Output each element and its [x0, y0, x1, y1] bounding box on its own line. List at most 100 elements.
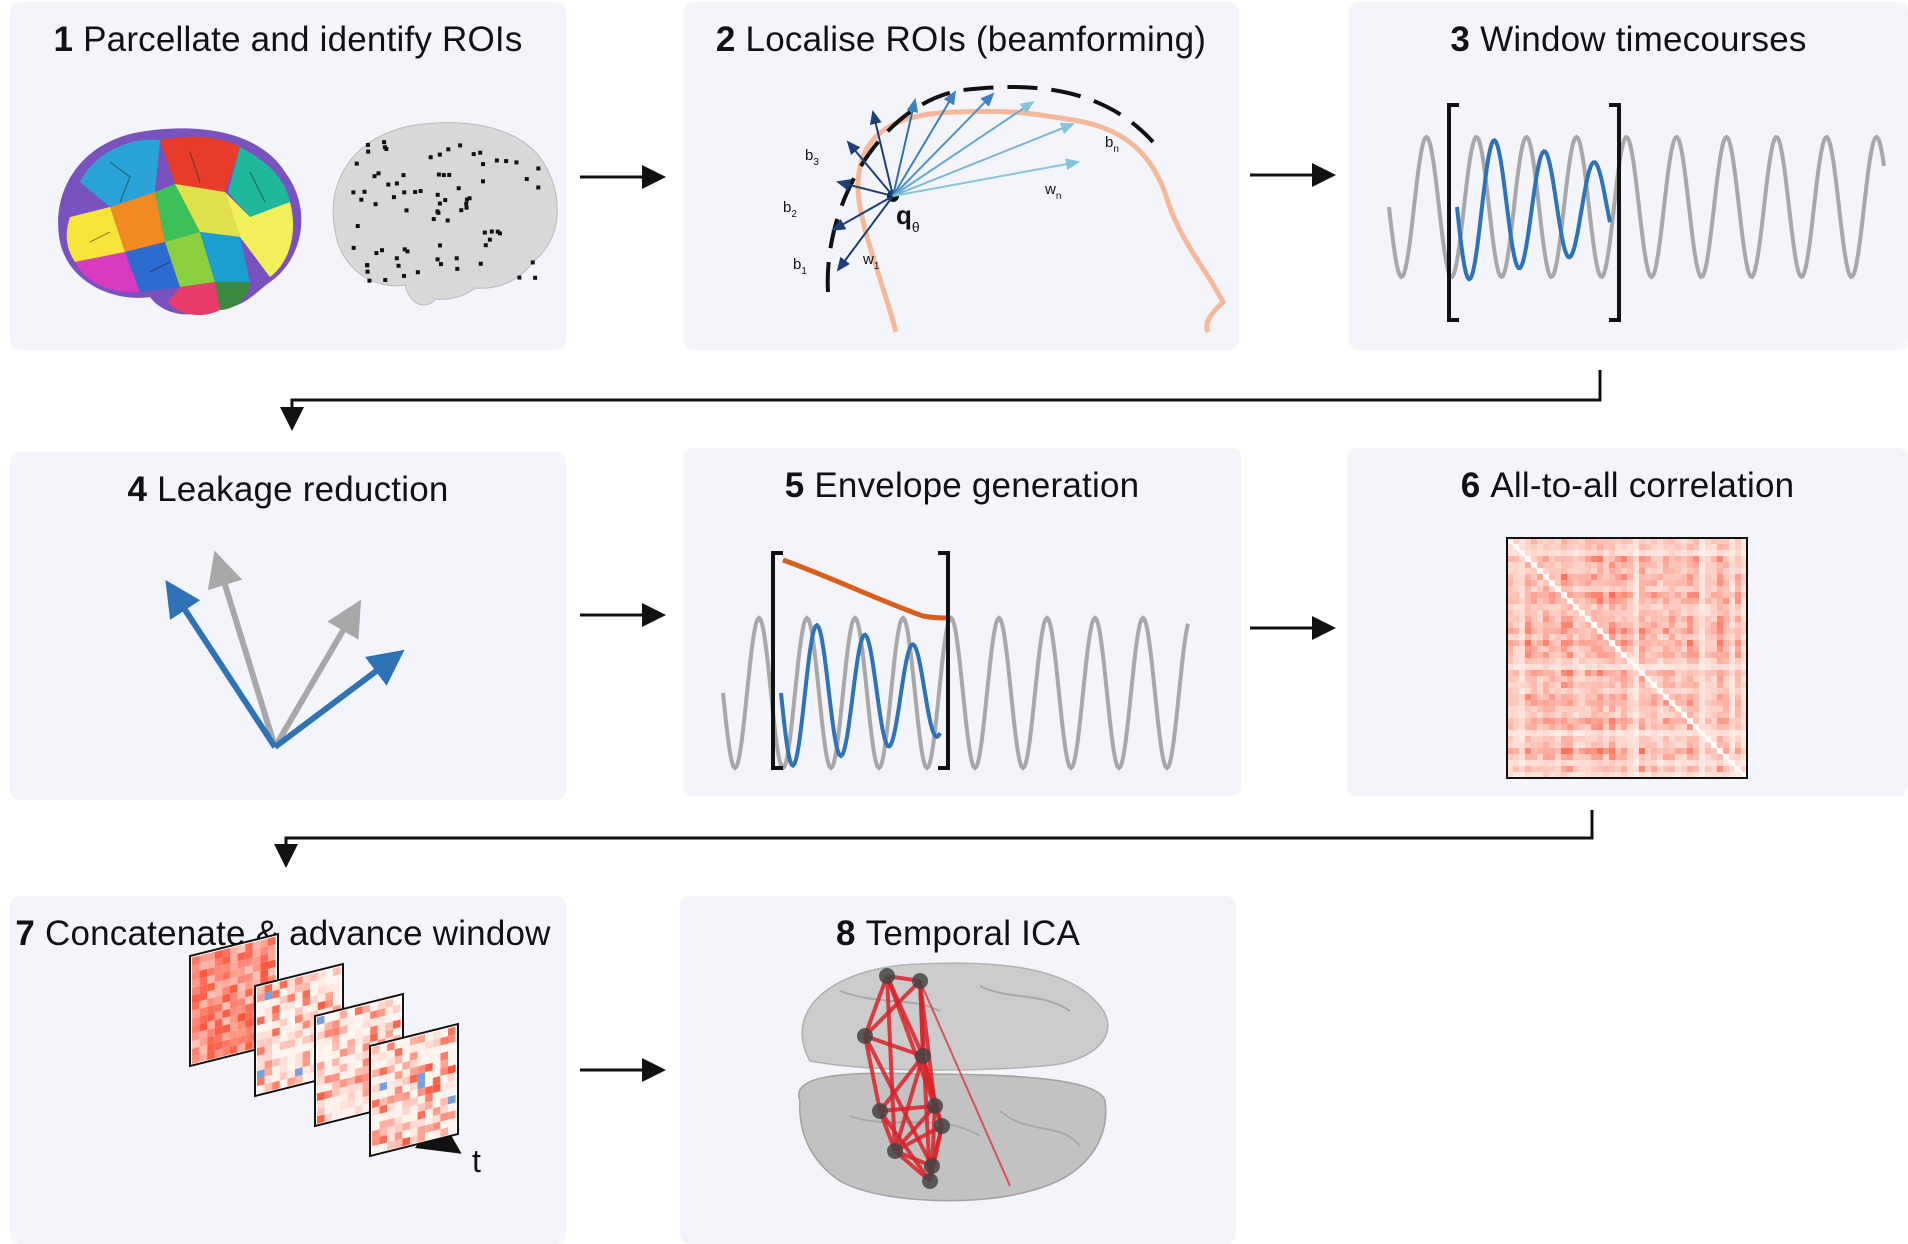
matrix-cell — [1735, 694, 1741, 700]
matrix-cell — [1729, 700, 1735, 706]
matrix-cell — [1591, 574, 1597, 580]
matrix-cell — [1657, 718, 1663, 724]
matrix-cell — [1627, 760, 1633, 766]
matrix-cell — [1525, 634, 1531, 640]
roi-dot — [359, 197, 364, 202]
matrix-cell — [1585, 742, 1591, 748]
matrix-cell — [1657, 742, 1663, 748]
matrix-cell — [1603, 688, 1609, 694]
roi-dot — [376, 171, 381, 176]
matrix-cell — [1543, 676, 1549, 682]
matrix-cell — [1507, 748, 1513, 754]
matrix-cell — [1591, 718, 1597, 724]
matrix-cell — [1669, 556, 1675, 562]
label-b1: b1 — [793, 256, 807, 277]
matrix-cell — [1669, 760, 1675, 766]
matrix-cell — [1681, 754, 1687, 760]
matrix-cell — [1615, 598, 1621, 604]
matrix-cell — [1675, 748, 1681, 754]
matrix-cell — [1657, 748, 1663, 754]
matrix-cell — [1531, 652, 1537, 658]
matrix-cell — [1615, 682, 1621, 688]
matrix-cell — [1645, 622, 1651, 628]
matrix-cell — [1687, 736, 1693, 742]
matrix-cell — [1525, 766, 1531, 772]
matrix-cell — [1507, 610, 1513, 616]
matrix-cell — [1513, 694, 1519, 700]
matrix-cell — [1525, 718, 1531, 724]
roi-dot — [415, 270, 420, 275]
matrix-cell — [1543, 760, 1549, 766]
matrix-cell — [1729, 772, 1735, 778]
matrix-cell — [1645, 616, 1651, 622]
matrix-cell — [1693, 562, 1699, 568]
matrix-cell — [1513, 706, 1519, 712]
matrix-cell — [1735, 736, 1741, 742]
matrix-cell — [1597, 670, 1603, 676]
matrix-cell — [1657, 574, 1663, 580]
matrix-cell — [1567, 748, 1573, 754]
matrix-cell — [1711, 538, 1717, 544]
matrix-cell — [1513, 628, 1519, 634]
matrix-cell — [1705, 622, 1711, 628]
matrix-cell — [1735, 730, 1741, 736]
matrix-cell — [1597, 646, 1603, 652]
matrix-cell — [1711, 562, 1717, 568]
roi-dot — [396, 263, 401, 268]
matrix-cell — [1729, 730, 1735, 736]
matrix-cell — [1717, 550, 1723, 556]
matrix-cell — [1699, 538, 1705, 544]
matrix-cell — [1633, 634, 1639, 640]
matrix-cell — [1519, 646, 1525, 652]
matrix-cell — [1549, 712, 1555, 718]
matrix-cell — [1723, 718, 1729, 724]
panel-title: 2 Localise ROIs (beamforming) — [683, 20, 1239, 60]
matrix-cell — [1591, 754, 1597, 760]
matrix-cell — [1507, 550, 1513, 556]
matrix-cell — [1549, 574, 1555, 580]
matrix-cell — [1579, 592, 1585, 598]
matrix-cell — [1741, 694, 1747, 700]
vector-blue-2 — [273, 649, 405, 750]
matrix-cell — [1525, 670, 1531, 676]
matrix-cell — [1669, 754, 1675, 760]
panel-window: 3 Window timecourses — [1349, 2, 1908, 350]
matrix-cell — [1561, 628, 1567, 634]
matrix-cell — [1627, 592, 1633, 598]
matrix-cell — [1579, 646, 1585, 652]
matrix-cell — [1615, 772, 1621, 778]
matrix-cell — [1615, 766, 1621, 772]
matrix-cell — [1699, 628, 1705, 634]
matrix-cell — [1609, 634, 1615, 640]
matrix-cell — [1663, 760, 1669, 766]
matrix-cell — [1681, 622, 1687, 628]
matrix-cell — [1555, 736, 1561, 742]
matrix-cell — [1621, 676, 1627, 682]
matrix-cell — [1603, 628, 1609, 634]
matrix-cell — [1735, 646, 1741, 652]
matrix-cell — [1651, 652, 1657, 658]
matrix-cell — [1537, 610, 1543, 616]
matrix-cell — [1549, 634, 1555, 640]
matrix-cell — [1609, 556, 1615, 562]
matrix-cell — [1603, 676, 1609, 682]
matrix-cell — [1531, 586, 1537, 592]
matrix-cell — [1723, 628, 1729, 634]
matrix-cell — [1699, 724, 1705, 730]
matrix-cell — [1627, 682, 1633, 688]
matrix-cell — [1609, 706, 1615, 712]
matrix-cell — [1591, 766, 1597, 772]
matrix-cell — [1723, 592, 1729, 598]
matrix-cell — [1561, 772, 1567, 778]
matrix-cell — [1543, 766, 1549, 772]
matrix-cell — [1705, 718, 1711, 724]
matrix-cell — [1633, 592, 1639, 598]
matrix-cell — [1693, 604, 1699, 610]
matrix-cell — [1705, 652, 1711, 658]
matrix-cell — [1645, 682, 1651, 688]
head-outline — [855, 108, 1227, 334]
matrix-cell — [1711, 574, 1717, 580]
roi-dot — [431, 217, 436, 222]
panel-leakage: 4 Leakage reduction — [10, 452, 566, 800]
matrix-cell — [1639, 742, 1645, 748]
